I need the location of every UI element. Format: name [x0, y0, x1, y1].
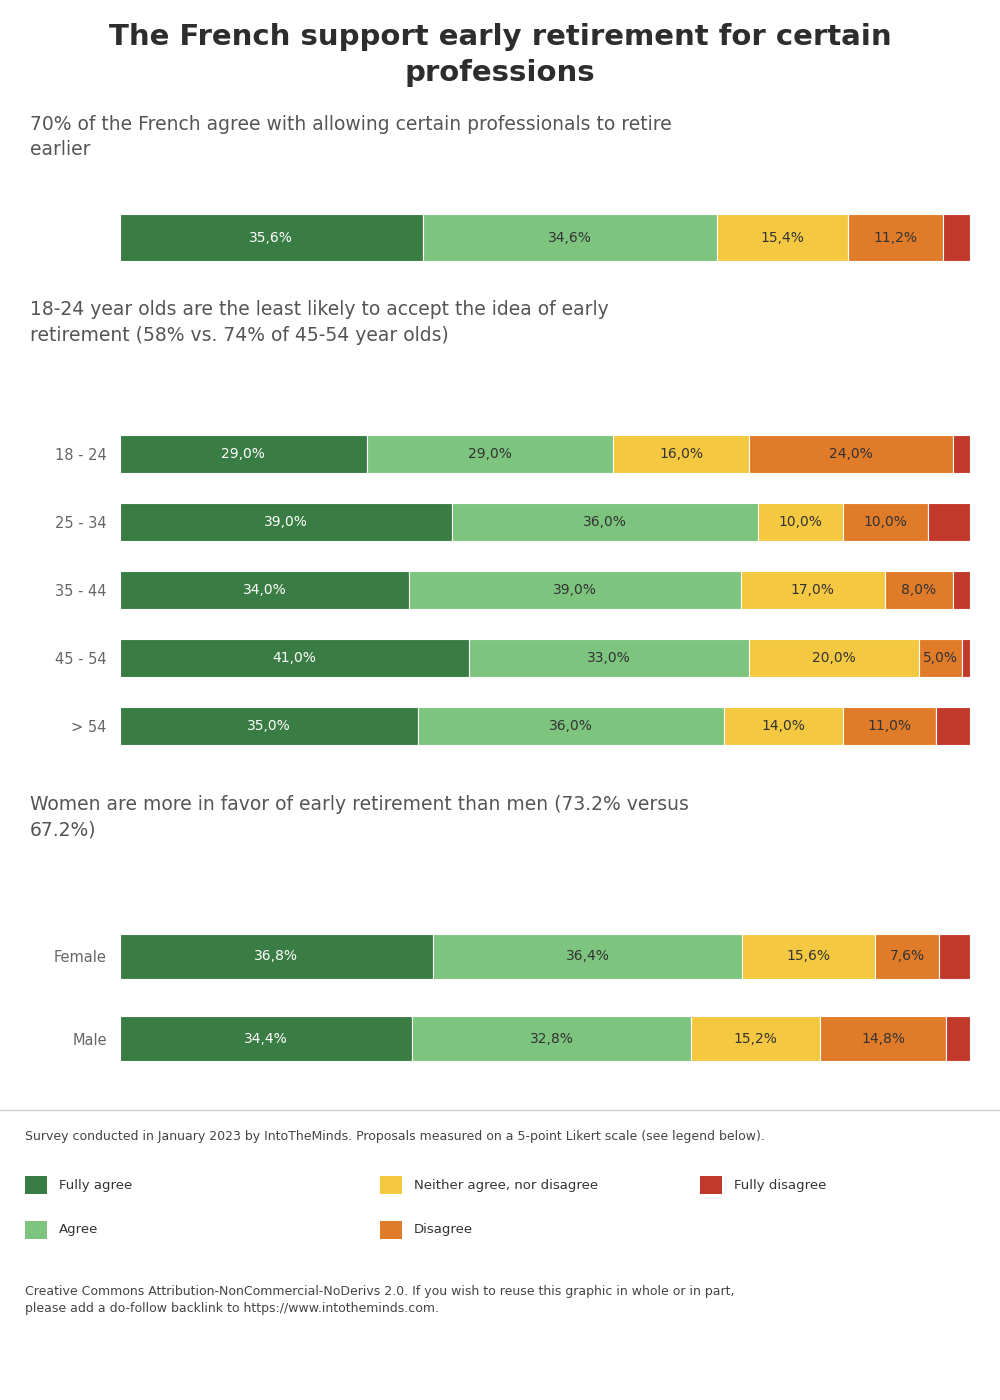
Text: 34,4%: 34,4%	[244, 1032, 288, 1046]
Bar	[919, 640, 962, 676]
Bar	[700, 1176, 722, 1194]
Bar	[468, 640, 749, 676]
Text: 10,0%: 10,0%	[778, 515, 822, 529]
Text: 32,8%: 32,8%	[530, 1032, 574, 1046]
Bar	[423, 214, 717, 260]
Bar	[366, 435, 613, 473]
Text: Survey conducted in January 2023 by IntoTheMinds. Proposals measured on a 5-poin: Survey conducted in January 2023 by Into…	[25, 1130, 765, 1142]
Text: 11,2%: 11,2%	[873, 231, 917, 245]
Text: 29,0%: 29,0%	[221, 447, 265, 461]
Text: The French support early retirement for certain
professions: The French support early retirement for …	[109, 24, 891, 87]
Bar	[740, 571, 885, 609]
Text: 36,0%: 36,0%	[549, 720, 592, 734]
Text: 7,6%: 7,6%	[890, 949, 925, 963]
Text: Women are more in favor of early retirement than men (73.2% versus
67.2%): Women are more in favor of early retirem…	[30, 795, 689, 840]
Bar	[724, 707, 842, 745]
Bar	[820, 1016, 946, 1061]
Text: 34,6%: 34,6%	[548, 231, 592, 245]
Text: 17,0%: 17,0%	[791, 582, 835, 596]
Bar	[120, 504, 452, 540]
Bar	[928, 504, 970, 540]
Text: Disagree: Disagree	[414, 1224, 473, 1236]
Text: 11,0%: 11,0%	[867, 720, 911, 734]
Bar	[418, 707, 724, 745]
Text: 36,4%: 36,4%	[566, 949, 609, 963]
Bar	[691, 1016, 820, 1061]
Bar	[842, 504, 928, 540]
Text: 16,0%: 16,0%	[659, 447, 703, 461]
Text: 15,4%: 15,4%	[760, 231, 804, 245]
Text: 34,0%: 34,0%	[243, 582, 286, 596]
Bar	[120, 214, 423, 260]
Bar	[936, 707, 970, 745]
Text: 35,0%: 35,0%	[247, 720, 291, 734]
Bar	[953, 571, 970, 609]
Bar	[742, 934, 875, 979]
Text: 10,0%: 10,0%	[863, 515, 907, 529]
Text: 5,0%: 5,0%	[923, 651, 958, 665]
Bar	[120, 640, 468, 676]
Text: 29,0%: 29,0%	[468, 447, 512, 461]
Bar	[758, 504, 842, 540]
Text: 35,6%: 35,6%	[249, 231, 293, 245]
Bar	[120, 1016, 412, 1061]
Text: Agree: Agree	[59, 1224, 98, 1236]
Bar	[25, 1221, 47, 1239]
Bar	[842, 707, 936, 745]
Text: 14,8%: 14,8%	[861, 1032, 905, 1046]
Text: 33,0%: 33,0%	[587, 651, 631, 665]
Bar	[412, 1016, 691, 1061]
Text: Fully agree: Fully agree	[59, 1179, 132, 1191]
Text: 41,0%: 41,0%	[272, 651, 316, 665]
Bar	[613, 435, 749, 473]
Text: 39,0%: 39,0%	[264, 515, 308, 529]
Text: 15,2%: 15,2%	[734, 1032, 778, 1046]
Text: 36,0%: 36,0%	[583, 515, 626, 529]
Bar	[433, 934, 742, 979]
Bar	[452, 504, 758, 540]
Bar	[120, 571, 409, 609]
Bar	[875, 934, 939, 979]
Text: 18-24 year olds are the least likely to accept the idea of early
retirement (58%: 18-24 year olds are the least likely to …	[30, 300, 609, 344]
Bar	[25, 1176, 47, 1194]
Bar	[749, 435, 953, 473]
Text: Creative Commons Attribution-NonCommercial-NoDerivs 2.0. If you wish to reuse th: Creative Commons Attribution-NonCommerci…	[25, 1285, 734, 1315]
Text: 70% of the French agree with allowing certain professionals to retire
earlier: 70% of the French agree with allowing ce…	[30, 115, 672, 160]
Bar	[120, 707, 418, 745]
Bar	[120, 435, 366, 473]
Bar	[962, 640, 970, 676]
Bar	[946, 1016, 970, 1061]
Text: 36,8%: 36,8%	[254, 949, 298, 963]
Bar	[380, 1176, 402, 1194]
Bar	[120, 934, 433, 979]
Text: 24,0%: 24,0%	[829, 447, 873, 461]
Text: Neither agree, nor disagree: Neither agree, nor disagree	[414, 1179, 598, 1191]
Text: 15,6%: 15,6%	[786, 949, 830, 963]
Bar	[409, 571, 740, 609]
Bar	[380, 1221, 402, 1239]
Text: 8,0%: 8,0%	[901, 582, 937, 596]
Bar	[939, 934, 970, 979]
Bar	[943, 214, 970, 260]
Bar	[848, 214, 943, 260]
Bar	[885, 571, 953, 609]
Bar	[717, 214, 848, 260]
Text: 14,0%: 14,0%	[761, 720, 805, 734]
Bar	[749, 640, 919, 676]
Text: 20,0%: 20,0%	[812, 651, 856, 665]
Text: Fully disagree: Fully disagree	[734, 1179, 826, 1191]
Text: 39,0%: 39,0%	[553, 582, 597, 596]
Bar	[953, 435, 970, 473]
